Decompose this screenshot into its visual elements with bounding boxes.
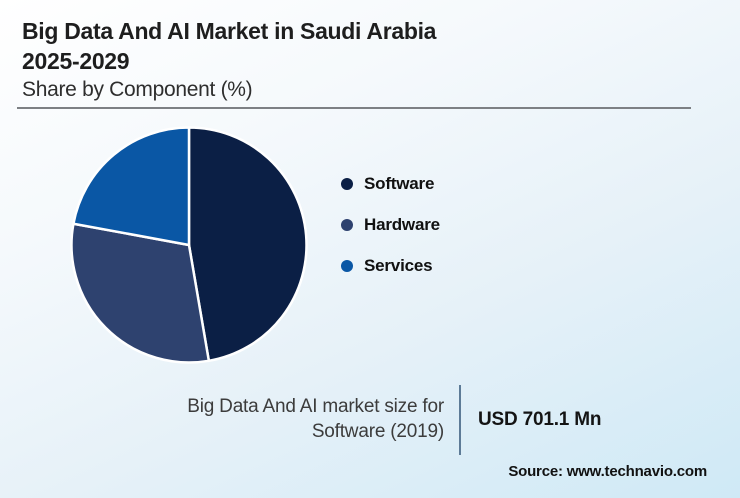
- source-attribution: Source: www.technavio.com: [508, 463, 707, 480]
- header-divider: [17, 107, 691, 109]
- legend-label-services: Services: [364, 256, 433, 275]
- legend: Software Hardware Services: [341, 174, 440, 297]
- chart-title-line1: Big Data And AI Market in Saudi Arabia: [22, 18, 437, 44]
- legend-item-hardware: Hardware: [341, 215, 440, 235]
- legend-dot-services: [341, 260, 353, 272]
- pie-chart-svg: [70, 126, 308, 364]
- chart-header: Big Data And AI Market in Saudi Arabia 2…: [22, 16, 436, 103]
- pie-chart: [69, 125, 309, 365]
- legend-dot-software: [341, 178, 353, 190]
- legend-label-hardware: Hardware: [364, 215, 440, 234]
- pie-slice-hardware: [70, 222, 211, 364]
- stat-label: Big Data And AI market size for Software…: [187, 394, 444, 444]
- pie-slice-software: [187, 126, 308, 363]
- legend-item-software: Software: [341, 174, 440, 194]
- legend-dot-hardware: [341, 219, 353, 231]
- stat-value: USD 701.1 Mn: [478, 409, 602, 430]
- chart-title-line2: 2025-2029: [22, 48, 130, 74]
- legend-label-software: Software: [364, 174, 435, 193]
- chart-subtitle: Share by Component (%): [22, 78, 253, 101]
- stat-divider: [459, 385, 461, 455]
- pie-slice-services: [72, 126, 191, 247]
- stat-label-line2: Software (2019): [311, 421, 444, 442]
- legend-item-services: Services: [341, 256, 440, 276]
- stat-label-line1: Big Data And AI market size for: [187, 396, 444, 417]
